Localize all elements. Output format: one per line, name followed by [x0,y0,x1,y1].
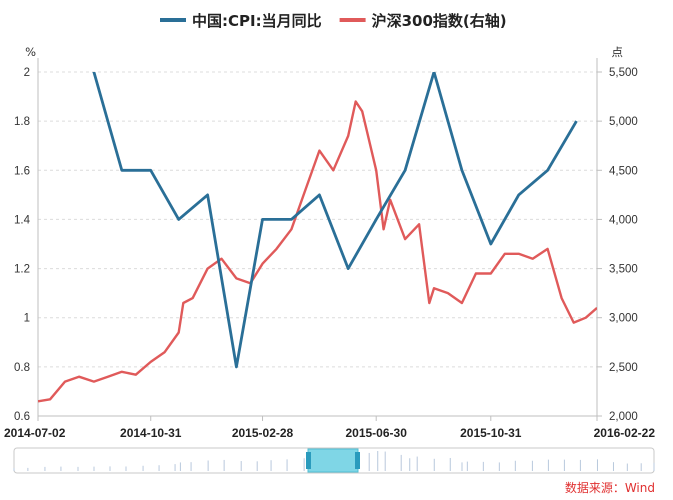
x-tick-label: 2016-02-22 [594,426,656,440]
legend-label: 中国:CPI:当月同比 [192,12,322,30]
y-right-tick-label: 4,000 [609,214,638,226]
y-right-tick-label: 5,000 [609,116,638,128]
y-left-tick-label: 0.6 [14,411,30,423]
y-left-tick-label: 1.2 [14,264,30,276]
csi300-series [38,100,597,403]
slider-window[interactable] [307,448,359,473]
slider-handle-right[interactable] [355,452,360,469]
legend-label: 沪深300指数(右轴) [372,12,507,30]
y-right-tick-label: 2,500 [609,362,638,374]
x-tick-label: 2015-06-30 [345,426,407,440]
cpi-line[interactable] [65,0,578,369]
y-right-unit: 点 [612,45,624,59]
x-tick-label: 2015-10-31 [460,426,522,440]
cpi-series [65,0,578,369]
y-left-tick-label: 1.4 [14,214,31,226]
grid-lines [38,71,597,368]
y-left-tick-label: 1.6 [14,165,30,177]
y-left-tick-label: 0.8 [14,362,30,374]
legend-item[interactable]: 沪深300指数(右轴) [339,12,507,30]
legend[interactable]: 中国:CPI:当月同比 沪深300指数(右轴) [160,12,507,30]
y-right-axis: 2,000 2,500 3,000 3,500 4,000 4,500 5,000 5,500… [596,45,638,423]
y-left-axis: 0.6 0.8 1 1.2 1.4 1.6 1.8 2% [14,45,39,423]
x-tick-label: 2015-02-28 [232,426,294,440]
x-axis: 2014-07-02 2014-10-31 2015-02-28 2015-06-30… [4,415,656,440]
y-left-tick-label: 1 [24,313,30,325]
y-right-tick-label: 3,500 [609,264,638,276]
legend-item[interactable]: 中国:CPI:当月同比 [160,12,322,30]
y-right-tick-label: 5,500 [609,67,638,79]
plot-area [38,0,597,403]
y-right-tick-label: 2,000 [609,411,638,423]
y-left-tick-label: 1.8 [14,116,30,128]
source-label: 数据来源：Wind [565,480,655,495]
x-tick-label: 2014-07-02 [4,426,66,440]
csi300-line[interactable] [38,100,597,403]
y-right-tick-label: 4,500 [609,165,638,177]
y-left-tick-label: 2 [24,67,30,79]
data-zoom-slider[interactable] [13,447,655,474]
slider-handle-left[interactable] [306,452,311,469]
y-left-unit: % [25,45,36,59]
y-right-tick-label: 3,000 [609,313,638,325]
x-tick-label: 2014-10-31 [120,426,182,440]
